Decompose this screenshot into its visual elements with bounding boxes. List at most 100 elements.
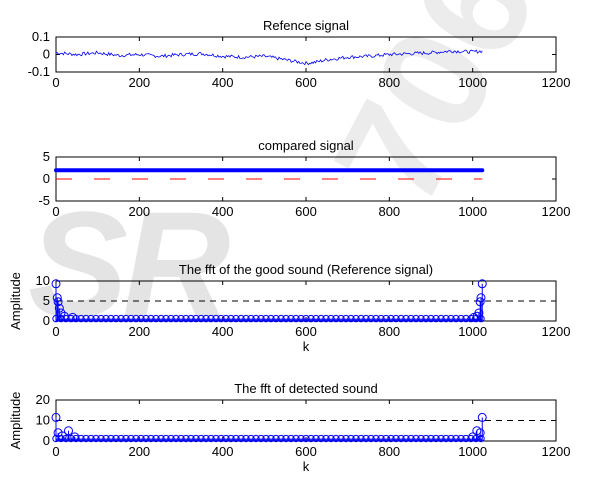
stem-marker xyxy=(477,279,487,289)
x-tick-label: 400 xyxy=(212,444,234,459)
stem-marker xyxy=(127,314,135,323)
stem-marker xyxy=(127,434,135,443)
stem-marker xyxy=(422,314,430,323)
stem-band xyxy=(52,434,485,443)
y-tick-label: 10 xyxy=(36,273,50,288)
stem-marker xyxy=(387,314,395,323)
y-axis-label: Amplitude xyxy=(8,272,23,330)
stem-marker xyxy=(152,434,160,443)
stem-marker xyxy=(437,314,445,323)
stem-marker xyxy=(427,314,435,323)
stem-marker xyxy=(317,434,325,443)
stem-marker xyxy=(327,314,335,323)
stem-marker xyxy=(157,314,165,323)
x-tick-label: 1000 xyxy=(458,75,487,90)
stem-marker xyxy=(227,434,235,443)
stem-marker xyxy=(327,434,335,443)
y-tick-label: -0.1 xyxy=(28,64,50,79)
x-tick-label: 600 xyxy=(295,204,317,219)
stem-marker xyxy=(347,434,355,443)
y-axis-label: Amplitude xyxy=(8,392,23,450)
stem-marker xyxy=(232,434,240,443)
subplot-3: 0 200 400 600 800 1000 1200 10 5 0 The fft of the … xyxy=(8,262,570,354)
stem-marker xyxy=(117,314,125,323)
stem-marker xyxy=(432,314,440,323)
stem-marker xyxy=(367,434,375,443)
stem-marker xyxy=(92,434,100,443)
stem-marker xyxy=(182,434,190,443)
stem-marker xyxy=(352,434,360,443)
stem-marker xyxy=(417,314,425,323)
stem-marker xyxy=(332,434,340,443)
stem-marker xyxy=(367,314,375,323)
stem-marker xyxy=(167,314,175,323)
stem-marker xyxy=(422,434,430,443)
stem-marker xyxy=(272,434,280,443)
stem-marker xyxy=(54,303,64,313)
stem-marker xyxy=(442,314,450,323)
x-tick-label: 800 xyxy=(378,75,400,90)
stem-marker xyxy=(342,314,350,323)
x-tick-label: 800 xyxy=(378,204,400,219)
stem-marker xyxy=(332,314,340,323)
stem-marker xyxy=(347,314,355,323)
stem-marker xyxy=(342,434,350,443)
stem-marker xyxy=(53,297,63,307)
stem-marker xyxy=(68,312,78,322)
x-tick-label: 0 xyxy=(52,324,59,339)
stem-marker xyxy=(222,314,230,323)
x-tick-label: 600 xyxy=(295,75,317,90)
stem-marker xyxy=(407,434,415,443)
stem-marker xyxy=(51,279,61,289)
stem-marker xyxy=(72,434,80,443)
stem-marker xyxy=(475,428,485,438)
stem-marker xyxy=(387,434,395,443)
stem-marker xyxy=(257,314,265,323)
y-tick-label: 0 xyxy=(43,313,50,328)
x-tick-label: 0 xyxy=(52,75,59,90)
stem-marker xyxy=(377,434,385,443)
stem-marker xyxy=(242,434,250,443)
stem-marker xyxy=(172,314,180,323)
stem-marker xyxy=(462,314,470,323)
stem-marker xyxy=(122,434,130,443)
stem-marker xyxy=(447,314,455,323)
stem-marker xyxy=(97,314,105,323)
y-tick-label: 0 xyxy=(43,47,50,62)
stem-marker xyxy=(237,434,245,443)
stem-marker xyxy=(202,314,210,323)
stem-marker xyxy=(207,314,215,323)
y-tick-label: 5 xyxy=(43,149,50,164)
x-tick-label: 1000 xyxy=(458,324,487,339)
stem-marker xyxy=(152,314,160,323)
y-tick-label: 0 xyxy=(43,171,50,186)
stem-marker xyxy=(427,434,435,443)
stem-marker xyxy=(407,314,415,323)
stem-marker xyxy=(56,308,66,318)
stem-marker xyxy=(82,434,90,443)
stem-marker xyxy=(52,293,62,303)
axes-box xyxy=(55,36,557,73)
stem-marker xyxy=(212,434,220,443)
stem-marker xyxy=(317,314,325,323)
stem-marker xyxy=(437,434,445,443)
stem-marker xyxy=(392,434,400,443)
stem-marker xyxy=(252,314,260,323)
x-tick-label: 600 xyxy=(295,444,317,459)
stem-marker xyxy=(87,314,95,323)
stem-marker xyxy=(467,434,475,443)
x-tick-label: 200 xyxy=(128,324,150,339)
stem-marker xyxy=(187,314,195,323)
stem-marker xyxy=(475,297,485,307)
x-axis-label: k xyxy=(303,339,310,354)
stem-marker xyxy=(476,293,486,303)
x-axis-label: k xyxy=(303,459,310,474)
stem-marker xyxy=(70,432,80,442)
stem-marker xyxy=(352,314,360,323)
stem-marker xyxy=(287,434,295,443)
y-tick-label: 20 xyxy=(36,392,50,407)
stem-marker xyxy=(112,314,120,323)
stem-marker xyxy=(197,434,205,443)
stem-marker xyxy=(292,434,300,443)
